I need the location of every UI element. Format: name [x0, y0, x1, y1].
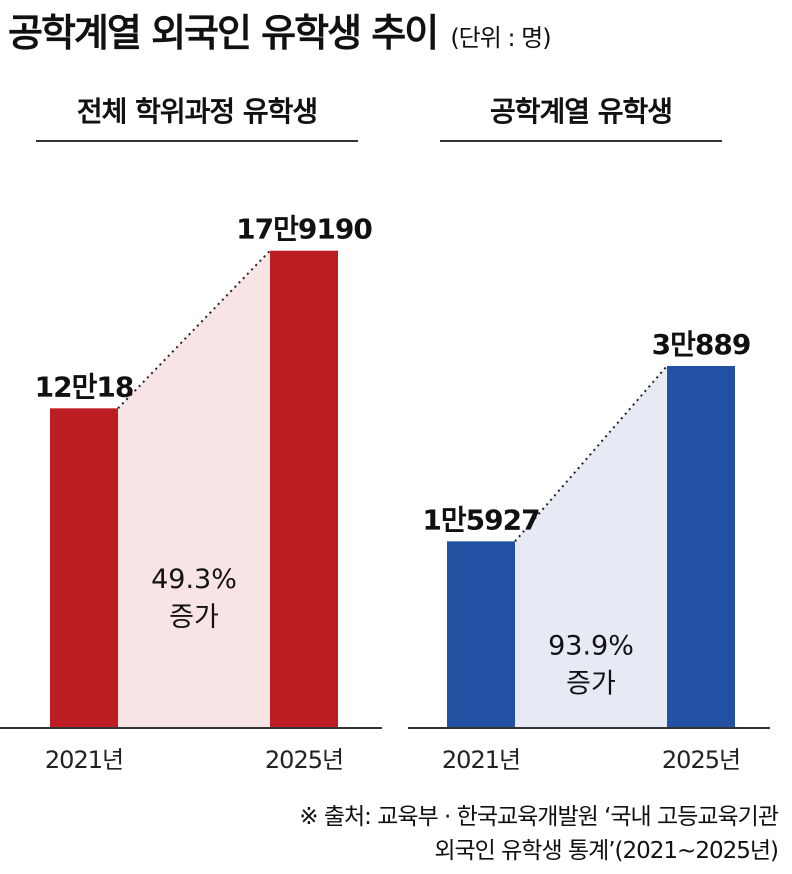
- panel-title-engineering: 공학계열 유학생: [440, 90, 722, 142]
- source-note: ※ 출처: 교육부 · 한국교육개발원 ‘국내 고등교육기관 외국인 유학생 통…: [299, 800, 779, 868]
- unit-note: (단위 : 명): [450, 24, 551, 52]
- source-line-1: ※ 출처: 교육부 · 한국교육개발원 ‘국내 고등교육기관: [299, 804, 779, 830]
- source-line-2: 외국인 유학생 통계’(2021~2025년): [434, 838, 779, 864]
- growth-band-total: [118, 250, 270, 728]
- chart-title: 공학계열 외국인 유학생 추이: [8, 11, 439, 55]
- bar-total-0: [50, 408, 118, 728]
- panel-right-header: 공학계열 유학생: [440, 90, 722, 142]
- annotation-total-0: 49.3%: [151, 564, 237, 595]
- category-label-total-0: 2021년: [45, 746, 123, 774]
- title-row: 공학계열 외국인 유학생 추이 (단위 : 명): [8, 2, 552, 57]
- category-label-engineering-0: 2021년: [442, 746, 520, 774]
- growth-band-engineering: [515, 365, 667, 728]
- value-label-total-1: 17만9190: [236, 213, 372, 246]
- panel-title-total: 전체 학위과정 유학생: [36, 90, 358, 142]
- panel-left-header: 전체 학위과정 유학생: [36, 90, 358, 142]
- growth-connector-engineering: [514, 365, 668, 542]
- bar-engineering-0: [447, 541, 515, 728]
- annotation-engineering-1: 증가: [566, 669, 616, 700]
- value-label-engineering-0: 1만5927: [422, 503, 539, 536]
- category-label-engineering-1: 2025년: [662, 746, 740, 774]
- value-label-total-0: 12만18: [35, 370, 134, 403]
- bar-total-1: [270, 250, 338, 728]
- bar-engineering-1: [667, 365, 735, 728]
- growth-connector-total: [117, 250, 271, 410]
- value-label-engineering-1: 3만889: [652, 328, 751, 361]
- category-label-total-1: 2025년: [265, 746, 343, 774]
- annotation-engineering-0: 93.9%: [548, 631, 634, 662]
- annotation-total-1: 증가: [169, 602, 219, 633]
